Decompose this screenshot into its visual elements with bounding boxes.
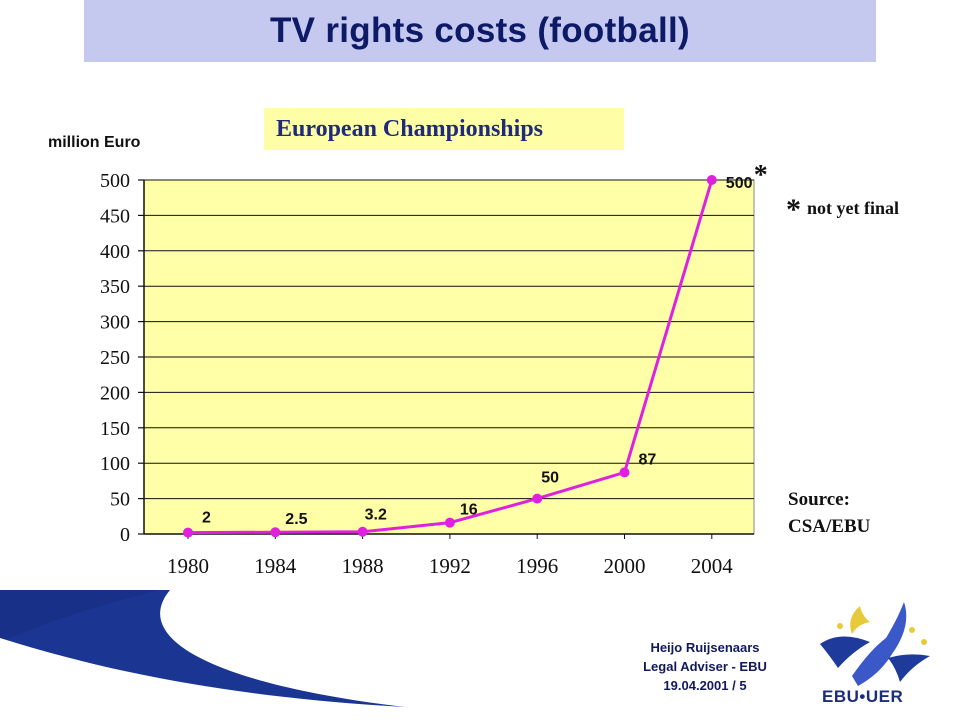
data-label: 87: [639, 451, 657, 468]
data-label: 2.5: [285, 511, 307, 528]
ebu-logo-icon: [820, 602, 930, 686]
y-tick-label: 400: [100, 241, 130, 263]
footnote: * not yet final: [786, 193, 899, 227]
footnote-text: not yet final: [807, 198, 899, 218]
footnote-asterisk: *: [786, 193, 801, 226]
data-label: 16: [460, 502, 478, 519]
footer-role: Legal Adviser - EBU: [643, 659, 767, 674]
data-point: [270, 527, 281, 538]
footer-name: Heijo Ruijsenaars: [650, 640, 760, 655]
data-label: 50: [541, 470, 559, 487]
y-tick-label: 350: [100, 276, 130, 298]
data-point: [706, 175, 717, 185]
footer-date-page: 19.04.2001 / 5: [663, 678, 747, 693]
footer-curve: [0, 590, 960, 720]
chart-title-box: European Championships: [264, 108, 624, 150]
y-tick-label: 300: [100, 312, 130, 334]
data-point: [444, 517, 455, 528]
footer-band: [0, 590, 960, 720]
source-value: CSA/EBU: [788, 516, 871, 537]
y-tick-label: 100: [100, 453, 130, 475]
x-tick-label: 1992: [429, 554, 471, 578]
x-tick-label: 1988: [342, 554, 384, 578]
y-tick-label: 0: [120, 524, 130, 546]
data-point: [532, 493, 543, 504]
y-tick-label: 150: [100, 418, 130, 440]
chart-title: European Championships: [276, 115, 543, 142]
x-tick-label: 1996: [516, 554, 558, 578]
data-label: 3.2: [365, 507, 387, 524]
x-tick-label: 1984: [254, 554, 297, 578]
y-tick-label: 200: [100, 382, 130, 404]
data-point: [183, 527, 193, 538]
title-bar: TV rights costs (football): [84, 0, 876, 62]
x-tick-label: 2004: [691, 554, 734, 578]
y-tick-label: 250: [100, 347, 130, 369]
source-label: Source:: [788, 489, 850, 510]
logo-text: EBU•UER: [822, 687, 904, 706]
data-label: 500: [726, 175, 753, 192]
y-axis-label: million Euro: [48, 134, 141, 151]
asterisk-mark: *: [754, 160, 768, 191]
footer-credits: Heijo Ruijsenaars Legal Adviser - EBU 19…: [600, 638, 810, 695]
x-tick-label: 2000: [604, 554, 646, 578]
y-tick-label: 500: [100, 170, 130, 192]
page-title: TV rights costs (football): [269, 11, 691, 50]
data-point: [357, 526, 368, 537]
y-tick-label: 50: [110, 489, 130, 511]
data-point: [619, 467, 630, 478]
data-label: 2: [202, 510, 211, 527]
y-tick-label: 450: [100, 205, 130, 227]
source-note: Source: CSA/EBU: [788, 486, 870, 540]
x-tick-label: 1980: [167, 554, 209, 578]
